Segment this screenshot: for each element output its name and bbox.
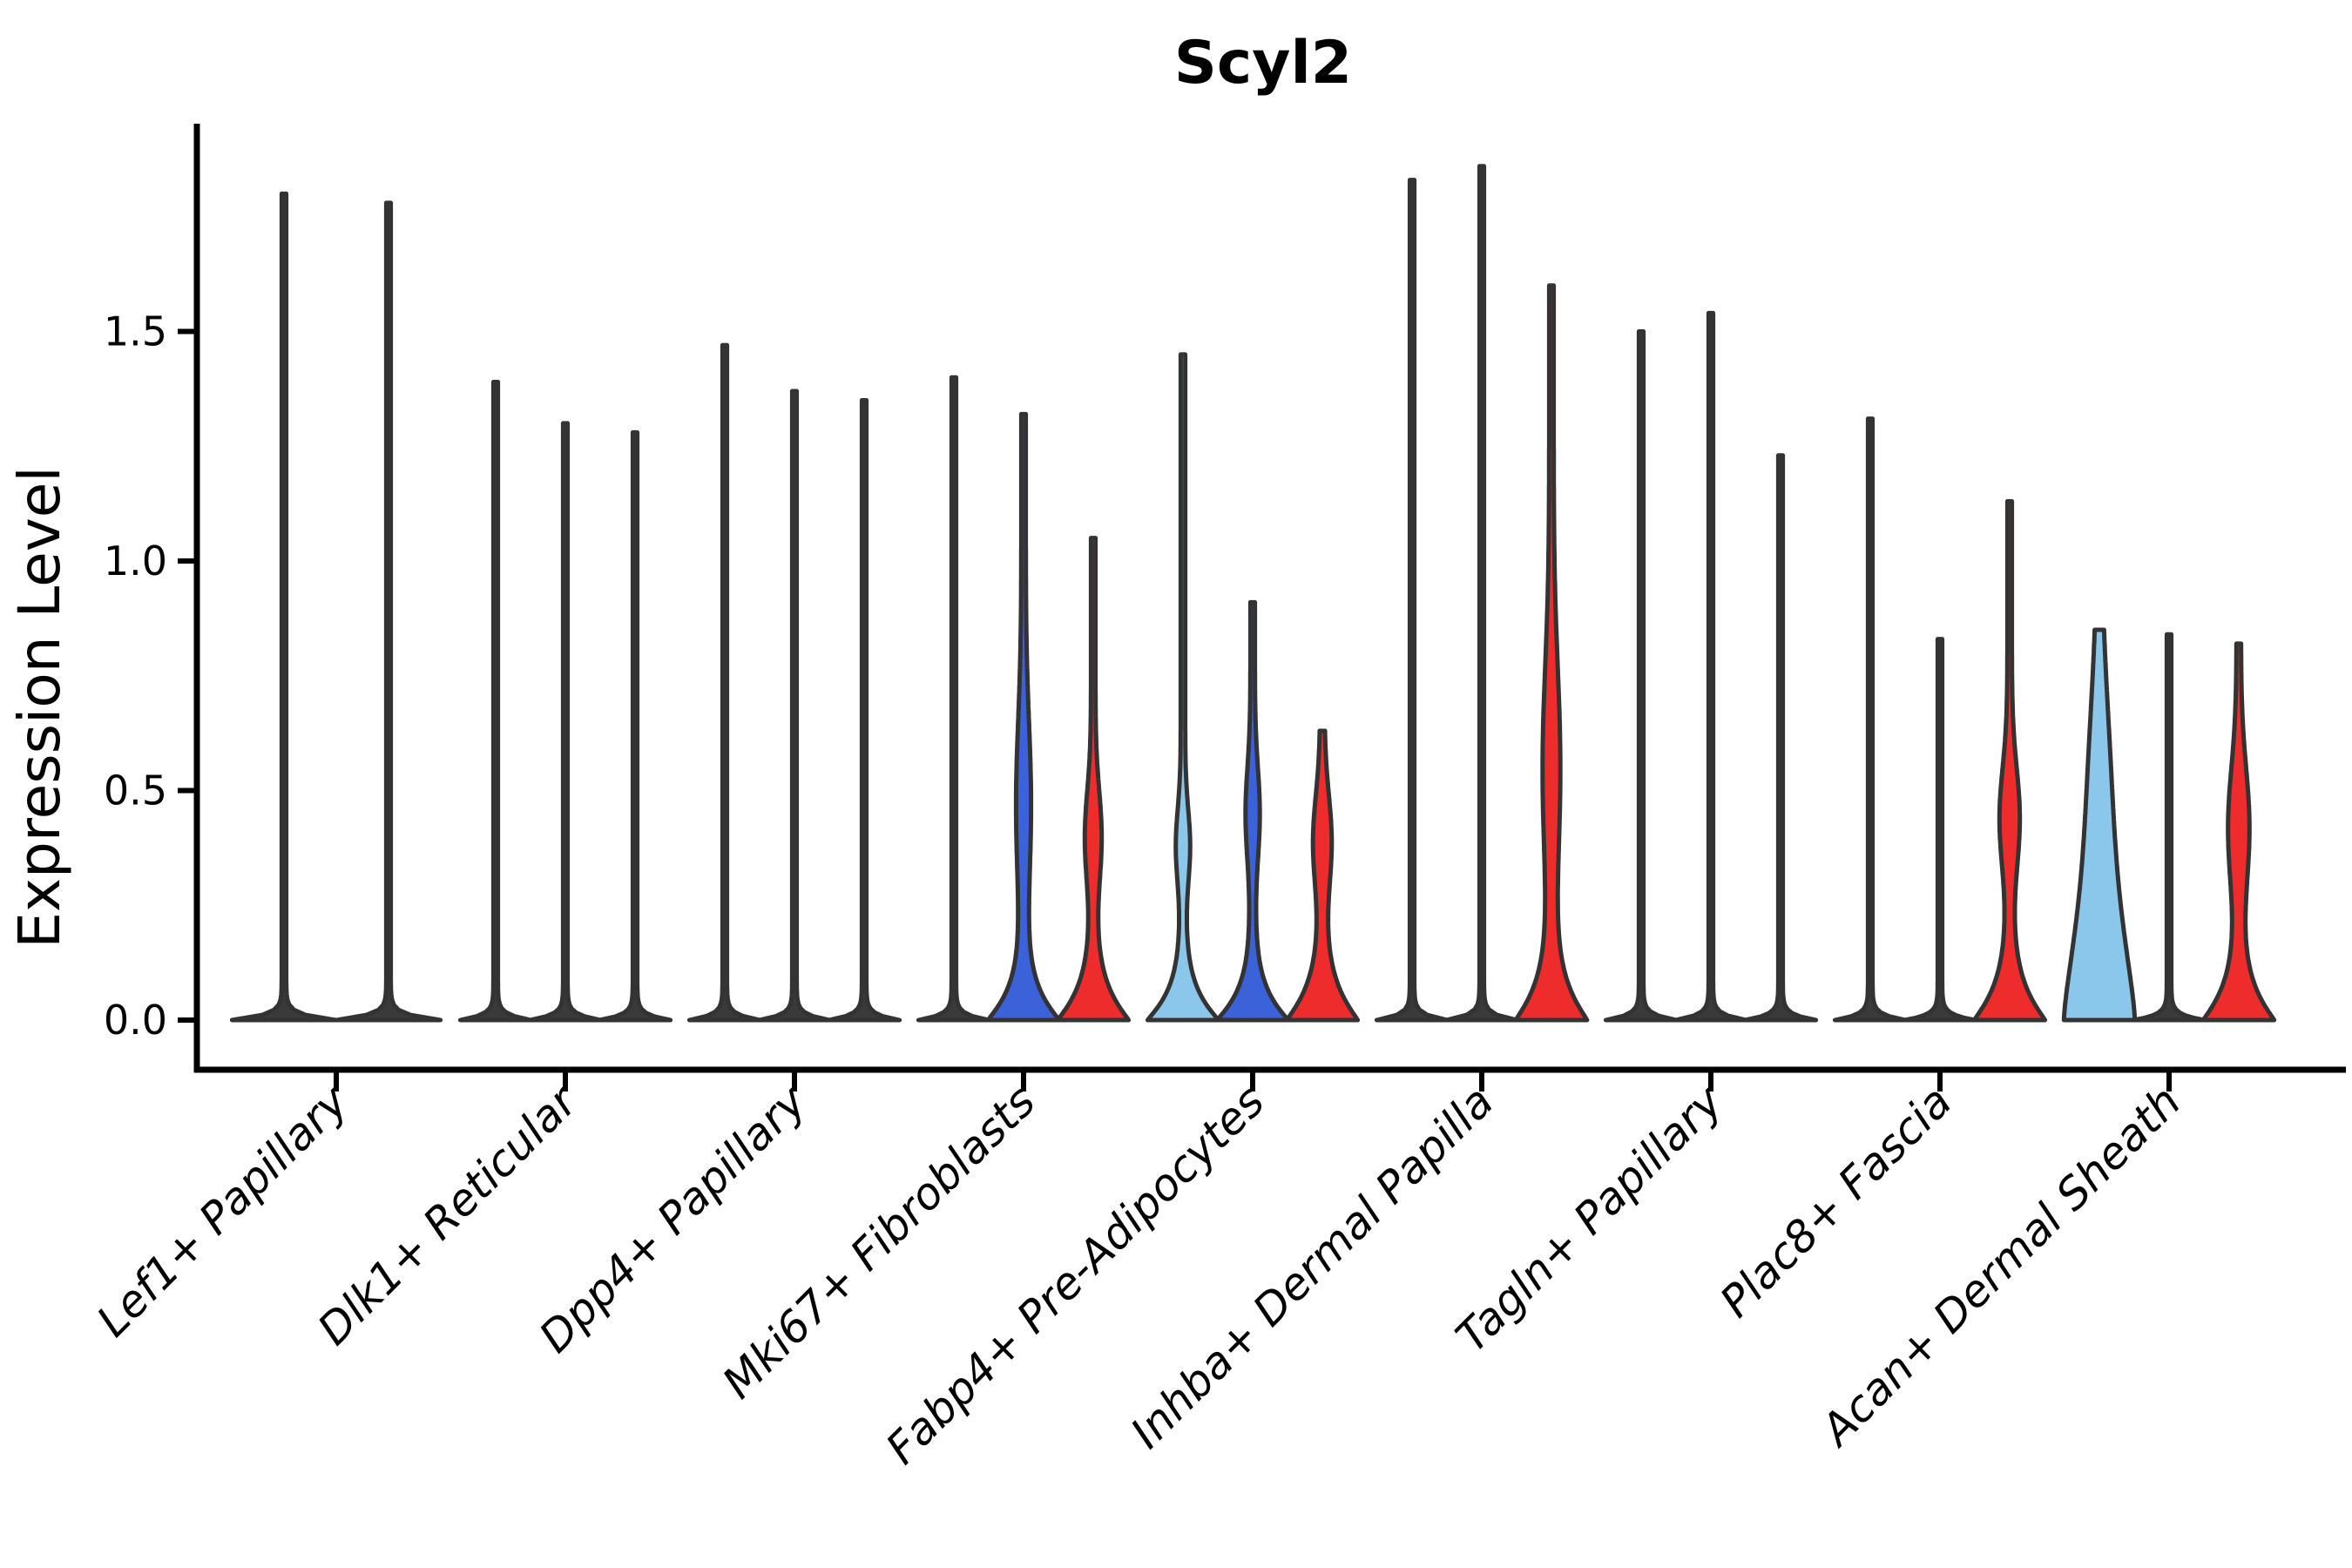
x-tick-label: Inhba+ Dermal Papilla bbox=[1121, 1076, 1503, 1457]
violin-acan-dermal-sheath-dark bbox=[2131, 632, 2207, 1023]
axes bbox=[178, 124, 2346, 1092]
violin-acan-dermal-sheath-red bbox=[2200, 641, 2277, 1023]
violin-plac8-fascia-red bbox=[1971, 499, 2048, 1023]
violin-plac8-fascia-dark bbox=[1902, 637, 1978, 1023]
y-tick-label: 0.5 bbox=[104, 767, 167, 814]
x-tick-label: Plac8+ Fascia bbox=[1711, 1076, 1962, 1327]
violin-lef1-papillary-dark bbox=[229, 191, 339, 1023]
violin-acan-dermal-sheath-light_blue bbox=[2061, 627, 2138, 1023]
y-tick-label: 0.0 bbox=[104, 997, 167, 1044]
x-tick-label: Fabp4+ Pre-Adipocytes bbox=[876, 1076, 1274, 1474]
violin-inhba-dermal-papilla-red bbox=[1513, 283, 1590, 1023]
violin-shapes bbox=[229, 164, 2277, 1023]
violin-dpp4-papillary-dark bbox=[686, 342, 763, 1023]
y-axis-label: Expression Level bbox=[6, 466, 73, 948]
violin-mki67-fibroblasts-red bbox=[1055, 536, 1132, 1023]
violin-dlk1-reticular-dark bbox=[457, 380, 534, 1023]
violin-tagln-papillary-dark bbox=[1742, 453, 1819, 1023]
violin-fabp4-pre-adipocytes-light_blue bbox=[1145, 352, 1221, 1023]
violin-fabp4-pre-adipocytes-red bbox=[1284, 728, 1361, 1023]
violin-fabp4-pre-adipocytes-blue bbox=[1214, 599, 1291, 1023]
violin-inhba-dermal-papilla-dark bbox=[1443, 164, 1520, 1023]
violin-dlk1-reticular-dark bbox=[597, 429, 673, 1023]
violin-mki67-fibroblasts-blue bbox=[985, 411, 1062, 1023]
violin-dpp4-papillary-dark bbox=[826, 398, 902, 1023]
x-tick-label: Lef1+ Papillary bbox=[87, 1075, 358, 1346]
y-tick-label: 1.0 bbox=[104, 537, 167, 585]
x-tick-label: Acan+ Dermal Sheath bbox=[1810, 1076, 2191, 1456]
violin-tagln-papillary-dark bbox=[1673, 310, 1749, 1023]
violin-plac8-fascia-dark bbox=[1832, 416, 1909, 1023]
violin-tagln-papillary-dark bbox=[1603, 329, 1680, 1023]
y-tick-label: 1.5 bbox=[104, 308, 167, 355]
violin-inhba-dermal-papilla-dark bbox=[1374, 178, 1450, 1023]
violin-lef1-papillary-dark bbox=[334, 200, 443, 1023]
violin-mki67-fibroblasts-dark bbox=[916, 375, 992, 1023]
violin-dpp4-papillary-dark bbox=[756, 389, 833, 1023]
y-tick-labels: 0.0 0.5 1.0 1.5 bbox=[104, 308, 167, 1044]
chart-title: Scyl2 bbox=[1174, 29, 1352, 98]
violin-dlk1-reticular-dark bbox=[527, 421, 604, 1023]
